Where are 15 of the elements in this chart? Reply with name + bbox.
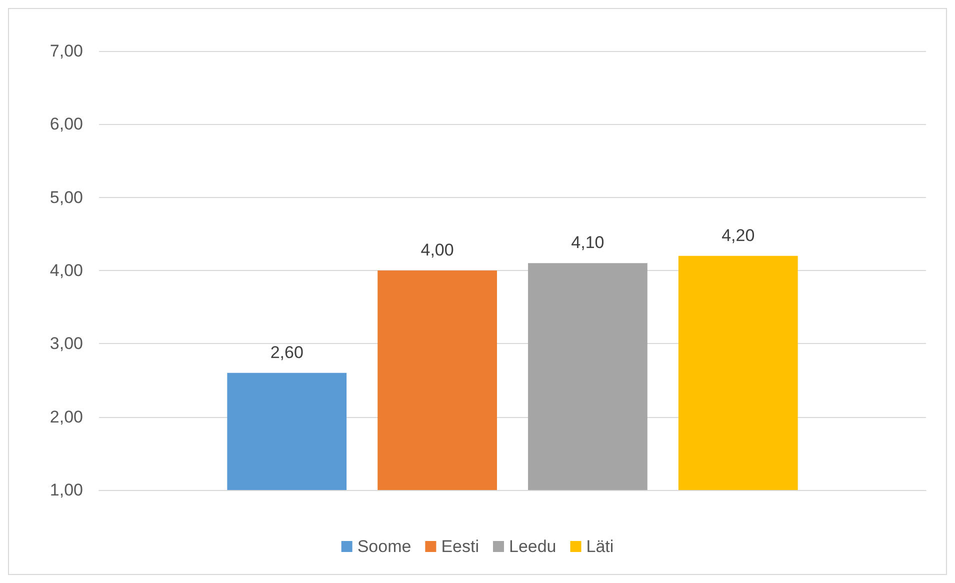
legend-label: Läti [586,537,614,556]
y-tick-label: 4,00 [50,261,83,280]
y-tick-label: 2,00 [50,407,83,426]
y-tick-label: 3,00 [50,334,83,354]
y-tick-label: 5,00 [50,188,83,207]
data-label: 4,20 [722,226,755,245]
data-label: 4,10 [571,233,604,252]
y-tick-label: 1,00 [50,480,83,500]
legend-label: Soome [357,537,412,556]
legend-label: Leedu [508,537,556,556]
data-label: 2,60 [270,342,304,362]
y-tick-label: 6,00 [50,114,83,134]
legend-label: Eesti [441,537,479,556]
data-label: 4,00 [420,240,454,260]
y-tick-label: 7,00 [50,42,83,60]
